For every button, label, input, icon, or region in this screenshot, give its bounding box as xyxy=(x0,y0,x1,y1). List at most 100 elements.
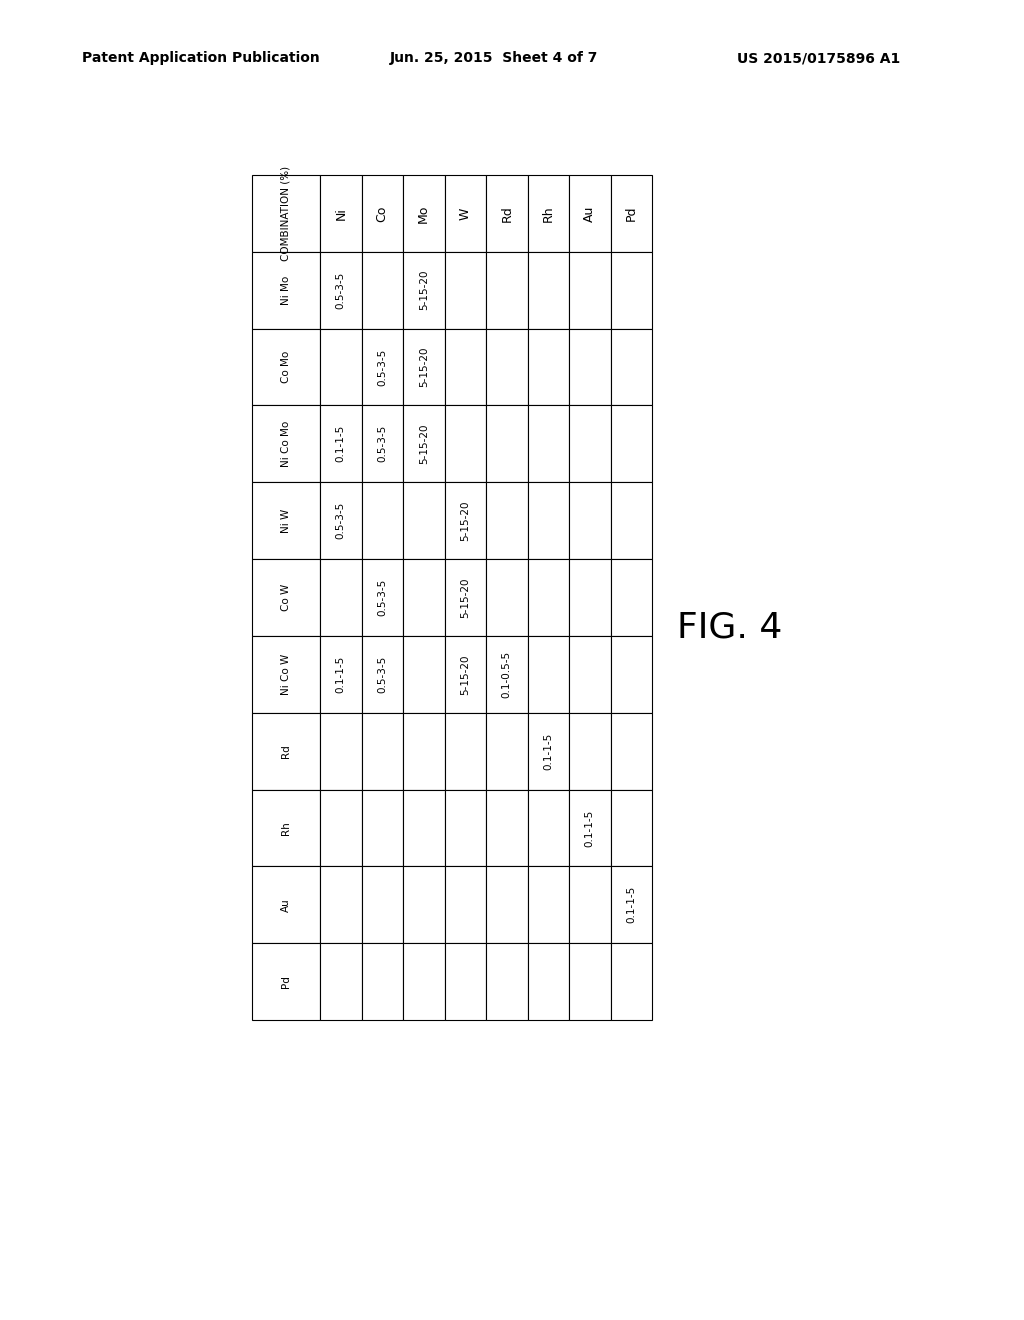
Bar xyxy=(569,405,610,482)
Bar xyxy=(610,329,652,405)
Bar xyxy=(403,482,444,560)
Bar xyxy=(610,944,652,1020)
Bar xyxy=(403,405,444,482)
Bar xyxy=(252,560,319,636)
Text: 5-15-20: 5-15-20 xyxy=(419,347,429,387)
Bar xyxy=(361,789,403,866)
Bar xyxy=(527,866,569,944)
Text: Rh: Rh xyxy=(281,821,291,834)
Bar xyxy=(527,405,569,482)
Bar xyxy=(569,866,610,944)
Bar xyxy=(527,789,569,866)
Bar xyxy=(403,560,444,636)
Bar xyxy=(444,560,486,636)
Text: Ni Co Mo: Ni Co Mo xyxy=(281,421,291,467)
Bar xyxy=(319,176,361,252)
Bar xyxy=(527,329,569,405)
Bar xyxy=(319,866,361,944)
Text: 5-15-20: 5-15-20 xyxy=(460,655,470,694)
Text: 0.5-3-5: 0.5-3-5 xyxy=(336,272,346,309)
Bar xyxy=(444,329,486,405)
Bar xyxy=(361,636,403,713)
Bar xyxy=(319,636,361,713)
Bar xyxy=(361,329,403,405)
Bar xyxy=(361,405,403,482)
Text: Co W: Co W xyxy=(281,583,291,611)
Bar xyxy=(444,405,486,482)
Text: 0.1-0.5-5: 0.1-0.5-5 xyxy=(502,651,512,698)
Bar xyxy=(527,713,569,789)
Bar xyxy=(486,405,527,482)
Bar xyxy=(444,944,486,1020)
Text: 0.1-1-5: 0.1-1-5 xyxy=(585,809,595,846)
Bar xyxy=(486,866,527,944)
Text: Ni Co W: Ni Co W xyxy=(281,653,291,694)
Bar xyxy=(252,176,319,252)
Text: Ni: Ni xyxy=(334,207,347,220)
Bar xyxy=(569,329,610,405)
Text: Au: Au xyxy=(584,205,596,222)
Bar xyxy=(527,252,569,329)
Bar xyxy=(444,789,486,866)
Bar xyxy=(527,636,569,713)
Text: 0.1-1-5: 0.1-1-5 xyxy=(336,656,346,693)
Bar xyxy=(252,713,319,789)
Text: 0.5-3-5: 0.5-3-5 xyxy=(377,425,387,462)
Bar xyxy=(527,176,569,252)
Bar xyxy=(319,713,361,789)
Text: 0.1-1-5: 0.1-1-5 xyxy=(544,733,553,770)
Bar xyxy=(252,329,319,405)
Bar xyxy=(361,176,403,252)
Text: Rd: Rd xyxy=(281,744,291,758)
Bar xyxy=(319,789,361,866)
Bar xyxy=(319,329,361,405)
Bar xyxy=(361,482,403,560)
Bar xyxy=(252,944,319,1020)
Bar xyxy=(610,636,652,713)
Bar xyxy=(361,944,403,1020)
Text: Au: Au xyxy=(281,898,291,912)
Bar xyxy=(403,176,444,252)
Bar xyxy=(569,789,610,866)
Text: Rh: Rh xyxy=(542,205,555,222)
Text: 0.5-3-5: 0.5-3-5 xyxy=(336,502,346,540)
Bar xyxy=(610,405,652,482)
Text: 0.1-1-5: 0.1-1-5 xyxy=(627,886,636,924)
Bar xyxy=(444,482,486,560)
Bar xyxy=(486,252,527,329)
Bar xyxy=(444,636,486,713)
Text: Mo: Mo xyxy=(417,205,430,223)
Bar xyxy=(361,560,403,636)
Bar xyxy=(486,944,527,1020)
Text: 5-15-20: 5-15-20 xyxy=(419,271,429,310)
Text: W: W xyxy=(459,207,472,219)
Bar xyxy=(403,713,444,789)
Bar xyxy=(252,482,319,560)
Bar xyxy=(527,482,569,560)
Text: 5-15-20: 5-15-20 xyxy=(460,500,470,541)
Bar xyxy=(569,252,610,329)
Bar xyxy=(444,713,486,789)
Text: US 2015/0175896 A1: US 2015/0175896 A1 xyxy=(737,51,900,65)
Bar xyxy=(486,482,527,560)
Bar xyxy=(444,252,486,329)
Bar xyxy=(610,560,652,636)
Text: Jun. 25, 2015  Sheet 4 of 7: Jun. 25, 2015 Sheet 4 of 7 xyxy=(390,51,598,65)
Bar xyxy=(527,944,569,1020)
Bar xyxy=(319,560,361,636)
Bar xyxy=(486,560,527,636)
Bar xyxy=(569,482,610,560)
Text: Co: Co xyxy=(376,205,389,222)
Bar xyxy=(569,713,610,789)
Text: Pd: Pd xyxy=(281,975,291,989)
Text: 0.1-1-5: 0.1-1-5 xyxy=(336,425,346,462)
Text: COMBINATION (%): COMBINATION (%) xyxy=(281,166,291,261)
Bar xyxy=(610,482,652,560)
Bar xyxy=(361,866,403,944)
Text: Patent Application Publication: Patent Application Publication xyxy=(82,51,319,65)
Bar xyxy=(486,329,527,405)
Bar xyxy=(403,944,444,1020)
Bar xyxy=(486,789,527,866)
Bar xyxy=(610,252,652,329)
Bar xyxy=(252,252,319,329)
